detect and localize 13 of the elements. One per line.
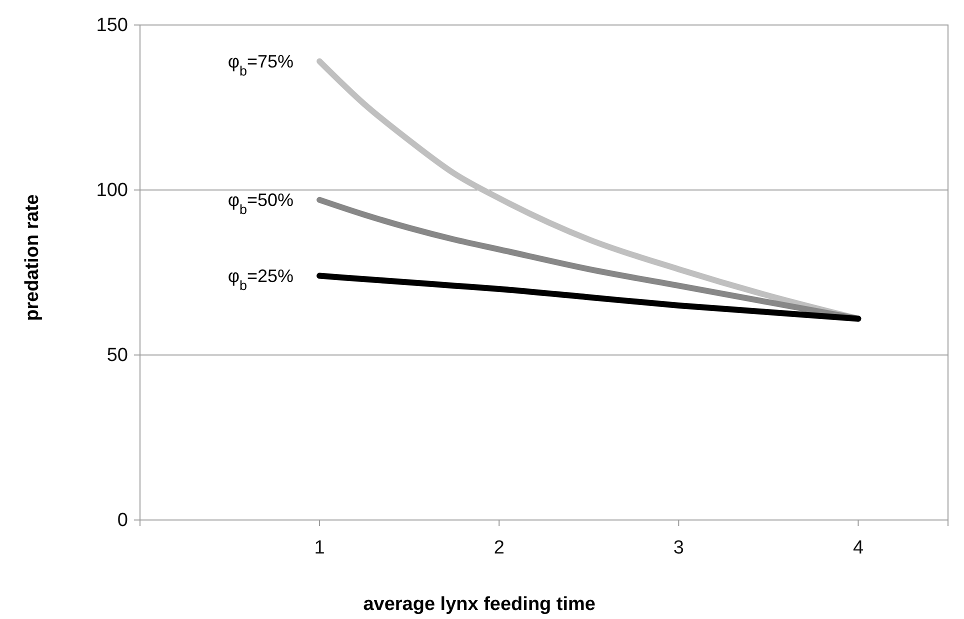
series-label: φ$_{b}$=50% (228, 190, 294, 216)
y-tick-label: 0 (117, 510, 128, 532)
y-tick-label: 100 (96, 180, 128, 202)
y-tick-label: 150 (96, 15, 128, 36)
x-tick-label: 3 (673, 537, 684, 558)
x-axis-title: average lynx feeding time (363, 594, 596, 615)
series-label: φ$_{b}$=25% (228, 266, 294, 292)
x-tick-label: 4 (852, 537, 864, 558)
y-tick-label: 50 (106, 345, 128, 366)
x-tick-label: 1 (314, 537, 325, 558)
series-label: φ$_{b}$=75% (228, 51, 294, 78)
y-axis-title: predation rate (22, 194, 43, 321)
x-tick-label: 2 (494, 537, 504, 558)
